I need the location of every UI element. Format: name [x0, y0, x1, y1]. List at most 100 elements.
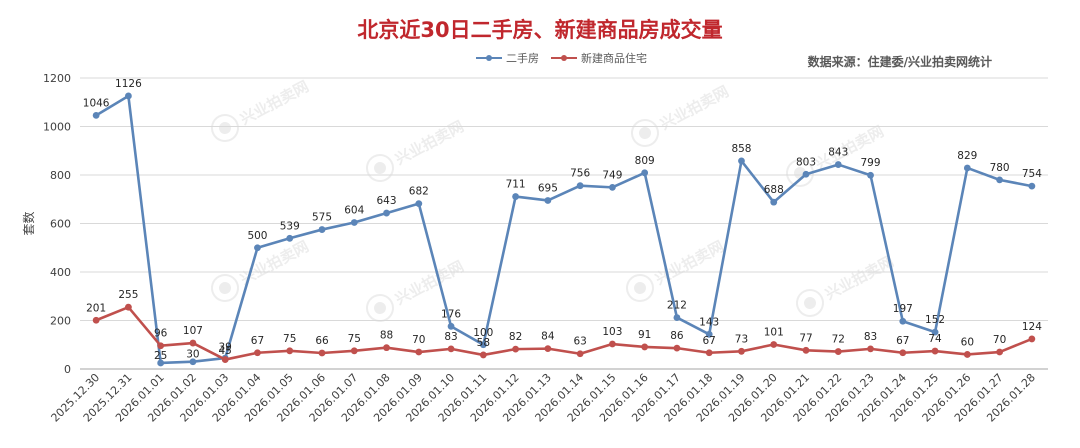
- series-2-point: [318, 349, 326, 357]
- series-2-point: [641, 343, 649, 351]
- legend: 二手房 新建商品住宅: [476, 50, 647, 66]
- watermark-text: 兴业拍卖网: [657, 82, 732, 133]
- series-1-data-label: 843: [828, 147, 848, 159]
- series-1-data-label: 711: [506, 179, 526, 191]
- series-1-point: [447, 322, 455, 330]
- series-1-point: [738, 157, 745, 165]
- series-2-point: [1028, 335, 1036, 343]
- series-2-data-label: 96: [154, 328, 168, 340]
- watermark-logo-dot-icon: [219, 282, 231, 294]
- series-2-data-label: 91: [638, 329, 651, 341]
- legend-item-series-2: 新建商品住宅: [551, 50, 647, 66]
- grid-layer: [80, 77, 1048, 370]
- series-2-data-label: 255: [118, 289, 138, 301]
- series-1-data-label: 143: [699, 316, 719, 328]
- series-line-1: [95, 94, 1033, 365]
- series-1-data-label: 756: [570, 168, 590, 180]
- watermark-logo-dot-icon: [634, 282, 646, 294]
- data-label-layer: 1046 1126 25 30 45 500 539 575 604 643 682 176 100 71…: [83, 78, 1042, 362]
- y-tick-label: 200: [50, 315, 71, 328]
- series-2-data-label: 60: [961, 336, 974, 348]
- series-1-data-label: 176: [441, 308, 461, 320]
- series-2-point: [609, 340, 616, 348]
- series-1-data-label: 688: [764, 184, 784, 196]
- series-2-point: [705, 349, 713, 357]
- series-1-data-label: 643: [377, 195, 397, 207]
- series-1-point: [899, 317, 907, 325]
- series-2-data-label: 70: [993, 334, 1006, 346]
- series-1-data-label: 604: [344, 205, 364, 217]
- series-2-point: [738, 347, 745, 355]
- series-1-data-label: 858: [731, 143, 751, 155]
- series-1-data-label: 749: [602, 169, 622, 181]
- watermark-logo-icon: [211, 114, 239, 142]
- series-2-data-label: 70: [412, 334, 425, 346]
- series-2-data-label: 75: [283, 333, 296, 345]
- series-2-point: [189, 339, 197, 347]
- series-2-point: [447, 345, 455, 353]
- y-tick-label: 800: [50, 169, 71, 182]
- series-1-point: [770, 198, 778, 206]
- y-tick-label: 1000: [43, 121, 71, 134]
- series-2-point: [996, 348, 1003, 356]
- series-1-point: [415, 200, 423, 208]
- series-2-point: [157, 342, 165, 350]
- watermark-logo-dot-icon: [374, 302, 386, 314]
- series-2-data-label: 84: [541, 331, 555, 343]
- series-line-2: [95, 305, 1033, 361]
- series-1-data-label: 539: [280, 220, 300, 232]
- series-2-data-label: 58: [477, 337, 490, 349]
- series-2-point: [415, 348, 423, 356]
- series-1-data-label: 799: [861, 157, 881, 169]
- series-2-data-label: 75: [348, 333, 361, 345]
- watermark-logo-icon: [211, 274, 239, 302]
- series-2-data-label: 77: [799, 332, 812, 344]
- series-2-point: [124, 303, 132, 311]
- series-2-point: [512, 345, 519, 353]
- series-1-point: [350, 219, 358, 226]
- series-1-data-label: 695: [538, 182, 558, 194]
- series-2-point: [92, 316, 100, 324]
- series-2-data-label: 63: [573, 336, 586, 348]
- watermark-logo-dot-icon: [374, 162, 386, 174]
- series-1-point: [996, 176, 1003, 184]
- series-1-point: [189, 358, 197, 366]
- series-2-point: [576, 350, 584, 358]
- series-1-data-label: 803: [796, 156, 816, 168]
- series-2-point: [899, 349, 907, 357]
- series-2-data-label: 73: [735, 333, 748, 345]
- series-1-point: [963, 164, 971, 172]
- watermark-text: 兴业拍卖网: [392, 257, 467, 308]
- series-1-data-label: 500: [247, 230, 267, 242]
- series-1-point: [544, 197, 552, 204]
- watermark-text: 兴业拍卖网: [822, 252, 897, 303]
- series-1-data-label: 575: [312, 212, 332, 224]
- series-1-data-label: 100: [473, 327, 493, 339]
- watermark: 兴业拍卖网: [631, 82, 732, 147]
- series-1-point: [479, 341, 487, 349]
- watermark-logo-dot-icon: [804, 297, 816, 309]
- series-2-point: [479, 351, 487, 359]
- series-2-data-label: 72: [832, 334, 845, 346]
- series-2-data-label: 39: [219, 342, 232, 354]
- legend-swatch-series-1: [476, 53, 502, 63]
- watermark: 兴业拍卖网: [626, 237, 727, 302]
- series-layer: [92, 92, 1036, 367]
- series-1-point: [124, 92, 132, 100]
- series-1-point: [641, 169, 649, 177]
- legend-label-series-1: 二手房: [506, 52, 539, 65]
- watermark-logo-dot-icon: [219, 122, 231, 134]
- watermark-text: 兴业拍卖网: [237, 77, 312, 128]
- series-1-point: [834, 161, 842, 168]
- series-2-data-label: 83: [444, 331, 457, 343]
- series-2-point: [802, 346, 810, 354]
- data-source-note: 数据来源：住建委/兴业拍卖网统计: [807, 55, 992, 69]
- series-2-point: [383, 344, 390, 352]
- y-tick-label: 600: [50, 218, 71, 231]
- series-2-point: [544, 345, 552, 353]
- watermark: 兴业拍卖网: [796, 252, 897, 317]
- watermark-logo-icon: [626, 274, 654, 302]
- series-2-point: [867, 345, 874, 353]
- chart-title: 北京近30日二手房、新建商品房成交量: [357, 18, 723, 42]
